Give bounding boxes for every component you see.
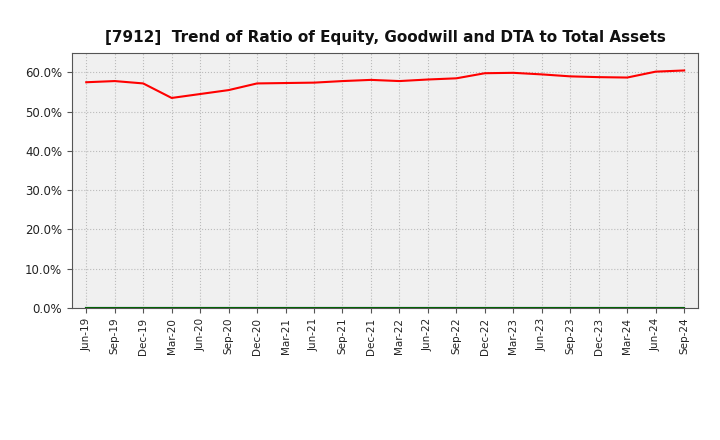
Goodwill (196, 305, 204, 311)
Deferred Tax Assets (167, 305, 176, 311)
Equity (595, 74, 603, 80)
Deferred Tax Assets (452, 305, 461, 311)
Deferred Tax Assets (509, 305, 518, 311)
Goodwill (310, 305, 318, 311)
Goodwill (509, 305, 518, 311)
Deferred Tax Assets (537, 305, 546, 311)
Deferred Tax Assets (282, 305, 290, 311)
Equity (225, 88, 233, 93)
Deferred Tax Assets (680, 305, 688, 311)
Deferred Tax Assets (110, 305, 119, 311)
Deferred Tax Assets (310, 305, 318, 311)
Deferred Tax Assets (82, 305, 91, 311)
Equity (366, 77, 375, 83)
Deferred Tax Assets (395, 305, 404, 311)
Goodwill (253, 305, 261, 311)
Equity (167, 95, 176, 101)
Equity (680, 68, 688, 73)
Goodwill (652, 305, 660, 311)
Deferred Tax Assets (423, 305, 432, 311)
Deferred Tax Assets (623, 305, 631, 311)
Deferred Tax Assets (196, 305, 204, 311)
Equity (110, 78, 119, 84)
Goodwill (452, 305, 461, 311)
Goodwill (139, 305, 148, 311)
Goodwill (566, 305, 575, 311)
Goodwill (680, 305, 688, 311)
Equity (310, 80, 318, 85)
Goodwill (537, 305, 546, 311)
Deferred Tax Assets (253, 305, 261, 311)
Deferred Tax Assets (338, 305, 347, 311)
Equity (509, 70, 518, 76)
Line: Equity: Equity (86, 70, 684, 98)
Equity (423, 77, 432, 82)
Deferred Tax Assets (225, 305, 233, 311)
Equity (652, 69, 660, 74)
Equity (253, 81, 261, 86)
Equity (452, 76, 461, 81)
Equity (537, 72, 546, 77)
Equity (139, 81, 148, 86)
Goodwill (282, 305, 290, 311)
Equity (282, 81, 290, 86)
Goodwill (366, 305, 375, 311)
Equity (566, 74, 575, 79)
Goodwill (395, 305, 404, 311)
Goodwill (623, 305, 631, 311)
Goodwill (82, 305, 91, 311)
Equity (623, 75, 631, 80)
Title: [7912]  Trend of Ratio of Equity, Goodwill and DTA to Total Assets: [7912] Trend of Ratio of Equity, Goodwil… (105, 29, 665, 45)
Deferred Tax Assets (366, 305, 375, 311)
Deferred Tax Assets (566, 305, 575, 311)
Equity (196, 92, 204, 97)
Deferred Tax Assets (139, 305, 148, 311)
Goodwill (595, 305, 603, 311)
Goodwill (480, 305, 489, 311)
Goodwill (167, 305, 176, 311)
Equity (338, 78, 347, 84)
Goodwill (423, 305, 432, 311)
Goodwill (225, 305, 233, 311)
Goodwill (110, 305, 119, 311)
Deferred Tax Assets (595, 305, 603, 311)
Equity (480, 70, 489, 76)
Goodwill (338, 305, 347, 311)
Equity (82, 80, 91, 85)
Equity (395, 78, 404, 84)
Deferred Tax Assets (480, 305, 489, 311)
Deferred Tax Assets (652, 305, 660, 311)
